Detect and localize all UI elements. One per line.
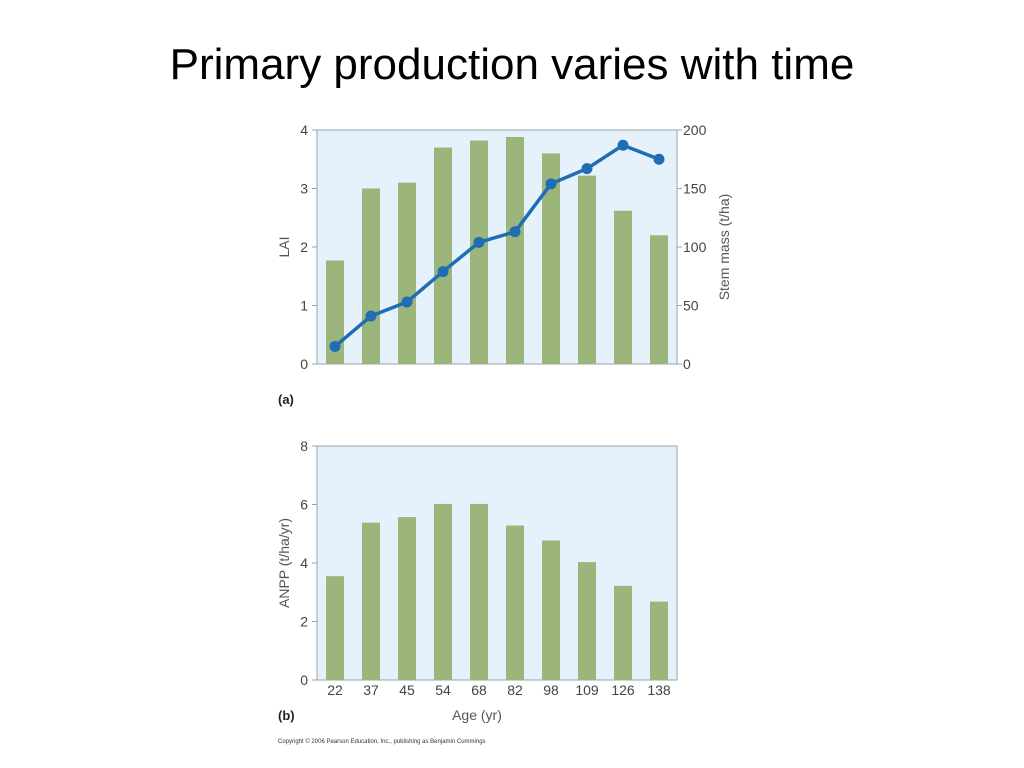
- data-point: [653, 153, 665, 165]
- bar: [398, 182, 416, 364]
- slide-title: Primary production varies with time: [169, 40, 855, 89]
- data-point: [329, 340, 341, 352]
- panel-label: (a): [278, 392, 294, 407]
- y2-tick-label: 100: [683, 239, 707, 255]
- y-tick-label: 2: [300, 614, 308, 630]
- x-tick-label: 45: [399, 682, 415, 698]
- y2-axis-label: Stem mass (t/ha): [716, 194, 732, 301]
- bar: [434, 147, 452, 364]
- x-tick-label: 37: [363, 682, 379, 698]
- bar: [578, 562, 596, 680]
- copyright-notice: Copyright © 2006 Pearson Education, Inc.…: [278, 739, 486, 745]
- bar: [362, 522, 380, 680]
- x-tick-label: 68: [471, 682, 487, 698]
- y-tick-label: 6: [300, 497, 308, 513]
- x-axis-label: Age (yr): [452, 707, 502, 723]
- bar: [578, 175, 596, 364]
- y-tick-label: 4: [300, 555, 308, 571]
- y-tick-label: 8: [300, 438, 308, 454]
- bar: [650, 235, 668, 364]
- chart-panel-a: 0 1 2 3 4 LAI 0 50 100 150 200 Stem mass (t/ha) (a): [276, 122, 732, 407]
- bar: [362, 188, 380, 364]
- stem-mass-line: [333, 143, 660, 348]
- data-point: [437, 266, 449, 278]
- x-tick-label: 109: [575, 682, 599, 698]
- x-tick-label: 82: [507, 682, 523, 698]
- y-tick-label: 0: [300, 356, 308, 372]
- bar: [470, 140, 488, 364]
- bar: [614, 210, 632, 364]
- x-tick-label: 22: [327, 682, 343, 698]
- y-tick-label: 2: [300, 239, 308, 255]
- bar: [326, 576, 344, 680]
- bar: [470, 503, 488, 680]
- y-tick-label: 1: [300, 298, 308, 314]
- bar: [506, 137, 524, 364]
- bar: [650, 601, 668, 680]
- panel-label: (b): [278, 708, 295, 723]
- x-tick-label: 138: [647, 682, 671, 698]
- data-point: [509, 226, 521, 238]
- y-tick-label: 4: [300, 122, 308, 138]
- y2-tick-label: 150: [683, 181, 707, 197]
- x-tick-label: 98: [543, 682, 559, 698]
- data-point: [365, 310, 377, 322]
- y-axis-label: LAI: [276, 236, 292, 257]
- bar: [542, 153, 560, 364]
- data-point: [617, 139, 629, 151]
- x-tick-label: 54: [435, 682, 451, 698]
- bar: [398, 517, 416, 680]
- bar: [506, 525, 524, 680]
- y-axis-label: ANPP (t/ha/yr): [276, 518, 292, 608]
- y2-tick-label: 0: [683, 356, 691, 372]
- bar: [434, 503, 452, 680]
- data-point: [581, 163, 593, 175]
- bar: [614, 585, 632, 680]
- bar: [542, 540, 560, 680]
- data-point: [473, 236, 485, 248]
- x-tick-label: 126: [611, 682, 635, 698]
- data-point: [401, 296, 413, 308]
- y2-tick-label: 50: [683, 298, 699, 314]
- bar: [326, 260, 344, 364]
- y2-tick-label: 200: [683, 122, 707, 138]
- data-point: [545, 178, 557, 190]
- y-tick-label: 0: [300, 672, 308, 688]
- y-tick-label: 3: [300, 181, 308, 197]
